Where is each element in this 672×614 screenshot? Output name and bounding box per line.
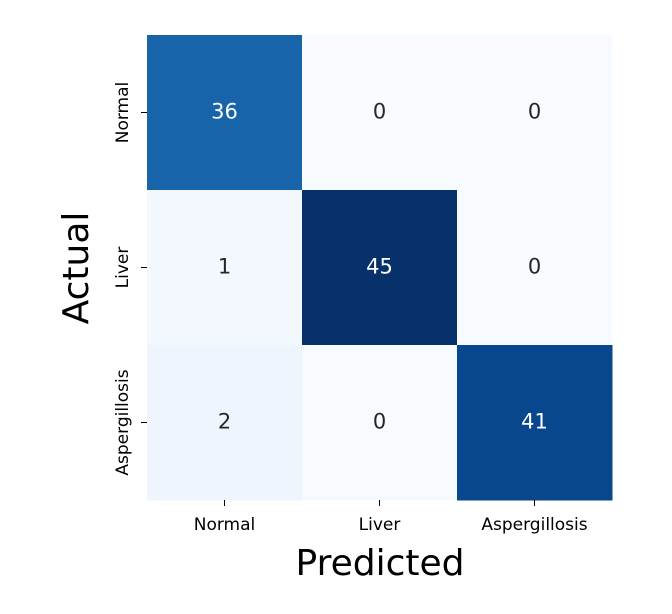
heatmap-cell (147, 35, 303, 191)
cell-label: 1 (218, 255, 231, 279)
x-axis-label: Predicted (296, 543, 465, 584)
y-tick-label: Normal (113, 82, 133, 144)
cell-label: 0 (373, 100, 386, 124)
x-tick-label: Liver (359, 515, 401, 535)
heatmap-cell (457, 345, 613, 501)
heatmap-cell (302, 35, 458, 191)
heatmap-cell (147, 190, 303, 346)
y-tick-label: Aspergillosis (113, 369, 133, 475)
heatmap-cell (302, 345, 458, 501)
x-tick-label: Normal (194, 515, 256, 535)
cell-label: 0 (528, 100, 541, 124)
cell-label: 41 (521, 410, 548, 434)
x-tick-label: Aspergillosis (481, 515, 587, 535)
heatmap-cell (457, 190, 613, 346)
heatmap-cell (457, 35, 613, 191)
cell-label: 2 (218, 410, 231, 434)
cell-label: 45 (366, 255, 393, 279)
heatmap-cell (147, 345, 303, 501)
cell-label: 0 (528, 255, 541, 279)
cell-label: 36 (211, 100, 238, 124)
cell-label: 0 (373, 410, 386, 434)
y-tick-label: Liver (113, 247, 133, 289)
y-axis-label: Actual (56, 212, 97, 325)
heatmap-cell (302, 190, 458, 346)
